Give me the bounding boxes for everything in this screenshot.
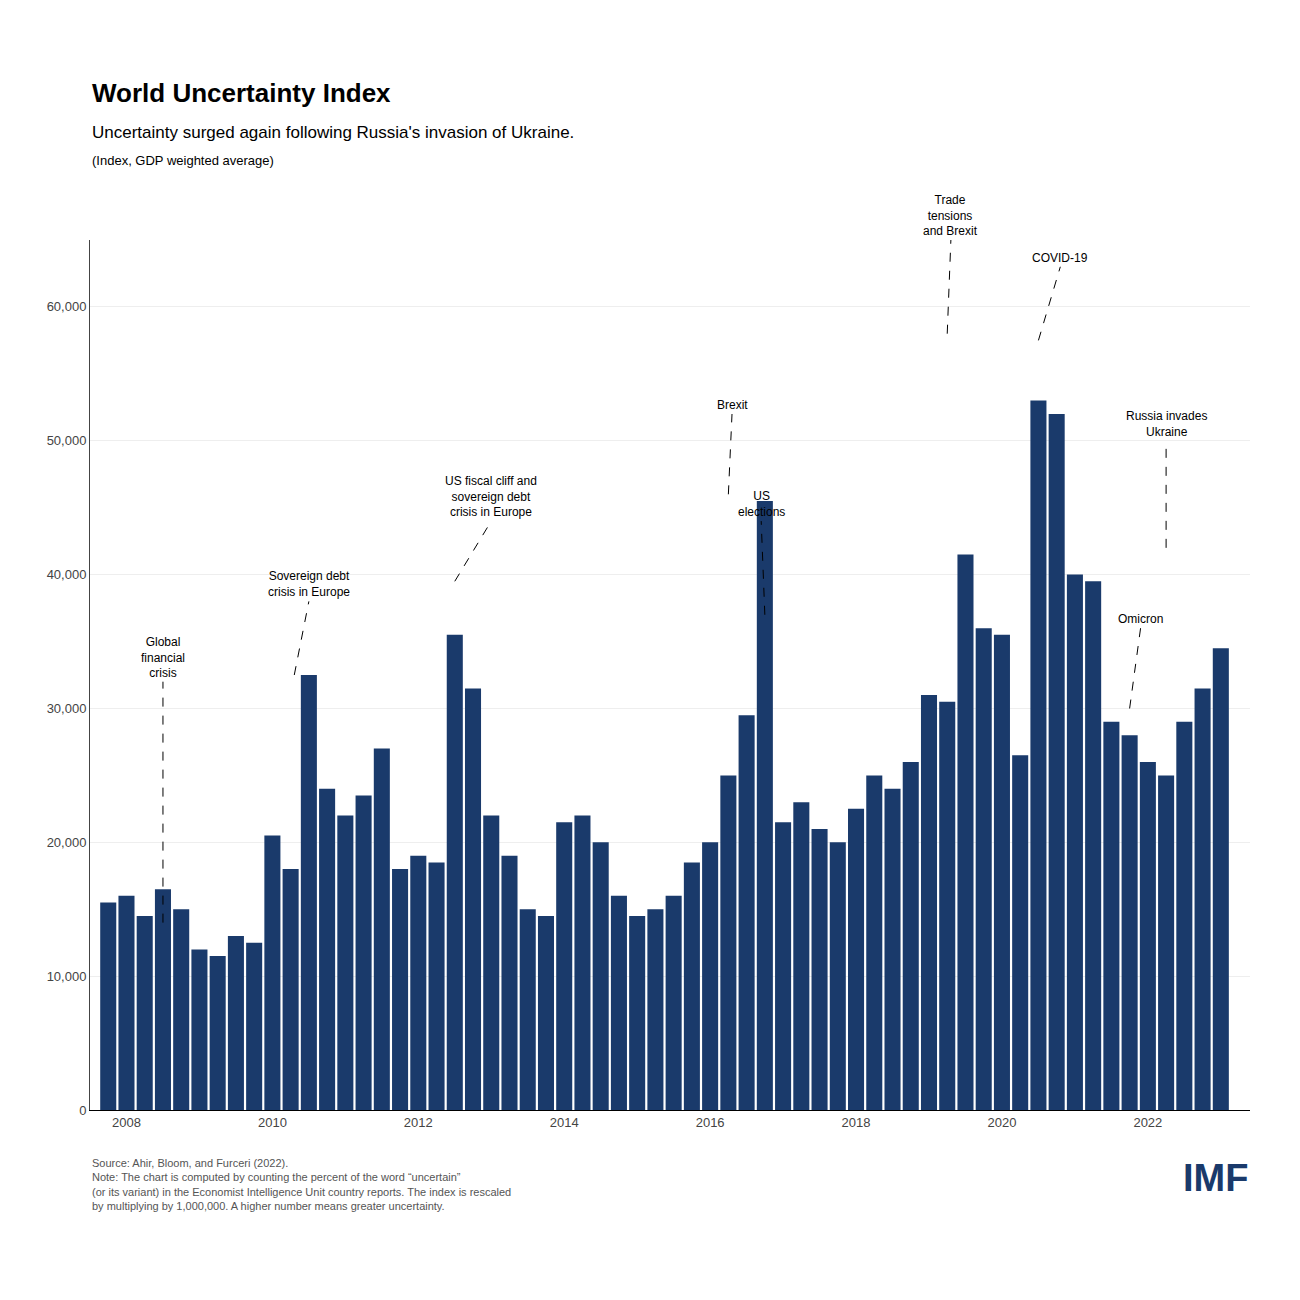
svg-text:30,000: 30,000 bbox=[47, 701, 87, 716]
svg-text:2010: 2010 bbox=[258, 1115, 287, 1130]
svg-text:IMF: IMF bbox=[1183, 1157, 1248, 1199]
svg-text:Sovereign debtcrisis in Europe: Sovereign debtcrisis in Europe bbox=[268, 569, 350, 599]
svg-text:50,000: 50,000 bbox=[47, 433, 87, 448]
svg-text:2008: 2008 bbox=[112, 1115, 141, 1130]
svg-text:60,000: 60,000 bbox=[47, 299, 87, 314]
svg-text:COVID-19: COVID-19 bbox=[1032, 251, 1088, 265]
svg-text:Omicron: Omicron bbox=[1118, 612, 1163, 626]
svg-text:2012: 2012 bbox=[404, 1115, 433, 1130]
svg-text:2022: 2022 bbox=[1133, 1115, 1162, 1130]
svg-text:Brexit: Brexit bbox=[717, 398, 748, 412]
svg-text:Source: Ahir, Bloom, and Furce: Source: Ahir, Bloom, and Furceri (2022).… bbox=[92, 1157, 511, 1212]
svg-text:Globalfinancialcrisis: Globalfinancialcrisis bbox=[141, 635, 185, 680]
svg-text:(Index, GDP weighted average): (Index, GDP weighted average) bbox=[92, 153, 274, 168]
svg-text:US fiscal cliff andsovereign d: US fiscal cliff andsovereign debtcrisis … bbox=[445, 474, 537, 519]
svg-text:Russia invadesUkraine: Russia invadesUkraine bbox=[1126, 409, 1207, 439]
svg-text:2020: 2020 bbox=[987, 1115, 1016, 1130]
svg-text:Uncertainty surged again follo: Uncertainty surged again following Russi… bbox=[92, 123, 574, 142]
svg-text:Tradetensionsand Brexit: Tradetensionsand Brexit bbox=[923, 193, 978, 238]
svg-text:2016: 2016 bbox=[696, 1115, 725, 1130]
svg-text:20,000: 20,000 bbox=[47, 835, 87, 850]
svg-text:0: 0 bbox=[79, 1103, 86, 1118]
svg-text:2018: 2018 bbox=[842, 1115, 871, 1130]
svg-text:40,000: 40,000 bbox=[47, 567, 87, 582]
svg-text:10,000: 10,000 bbox=[47, 969, 87, 984]
svg-text:World Uncertainty Index: World Uncertainty Index bbox=[92, 78, 391, 108]
svg-text:USelections: USelections bbox=[738, 489, 785, 519]
svg-text:2014: 2014 bbox=[550, 1115, 579, 1130]
